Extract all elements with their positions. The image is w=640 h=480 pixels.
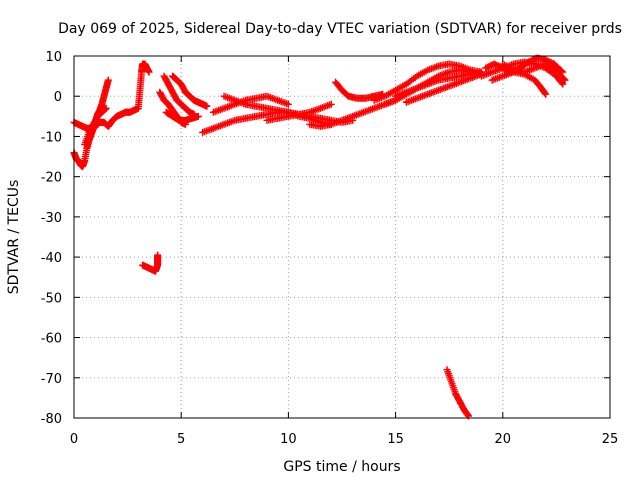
y-tick-labels: 10 0 -10 -20 -30 -40 -50 -60 -70 -80: [41, 50, 62, 427]
data-point: [102, 104, 110, 112]
data-point: [541, 89, 549, 97]
plot-frame: [73, 55, 611, 419]
y-tick-label: -50: [41, 291, 62, 306]
data-point: [154, 251, 162, 259]
x-tick-label: 15: [387, 432, 404, 447]
series-arc-h: [160, 72, 198, 118]
data-point: [559, 80, 567, 88]
y-tick-label: -30: [41, 211, 62, 226]
y-tick-label: -40: [41, 251, 62, 266]
x-tick-label: 20: [495, 432, 512, 447]
chart-title: Day 069 of 2025, Sidereal Day-to-day VTE…: [58, 21, 622, 37]
data-points: [70, 54, 569, 420]
data-point: [542, 90, 550, 98]
x-tick-label: 0: [70, 432, 78, 447]
data-point: [464, 411, 472, 419]
y-axis-label: SDTVAR / TECUs: [6, 180, 22, 295]
grid-lines: [74, 56, 610, 418]
series-arc-f: [162, 108, 202, 124]
y-tick-label: 10: [45, 50, 62, 65]
data-point: [327, 100, 335, 108]
data-point: [145, 68, 153, 76]
x-tick-label: 25: [602, 432, 619, 447]
series-arc-d: [139, 251, 162, 275]
y-tick-label: -10: [41, 130, 62, 145]
series-arc-r: [402, 70, 485, 106]
series-arc-q: [392, 68, 485, 100]
y-tick-label: -70: [41, 372, 62, 387]
x-axis-label: GPS time / hours: [283, 459, 400, 475]
axis-ticks: [73, 55, 611, 419]
series-arc-l: [263, 100, 335, 124]
data-point: [190, 110, 198, 118]
x-tick-labels: 0 5 10 15 20 25: [70, 432, 618, 447]
data-point: [203, 102, 211, 110]
data-point: [194, 112, 202, 120]
y-tick-label: -60: [41, 332, 62, 347]
data-point: [561, 76, 569, 84]
series-arc-c: [81, 104, 110, 148]
series-arc-g: [169, 72, 211, 110]
data-point: [284, 100, 292, 108]
y-tick-label: -80: [41, 412, 62, 427]
x-tick-label: 5: [177, 432, 185, 447]
y-tick-label: 0: [54, 90, 62, 105]
x-tick-label: 10: [280, 432, 297, 447]
y-tick-label: -20: [41, 171, 62, 186]
series-arc-j: [209, 92, 292, 116]
series-arc-s: [443, 366, 472, 420]
data-point: [104, 76, 112, 84]
series-arc-w: [499, 60, 569, 84]
